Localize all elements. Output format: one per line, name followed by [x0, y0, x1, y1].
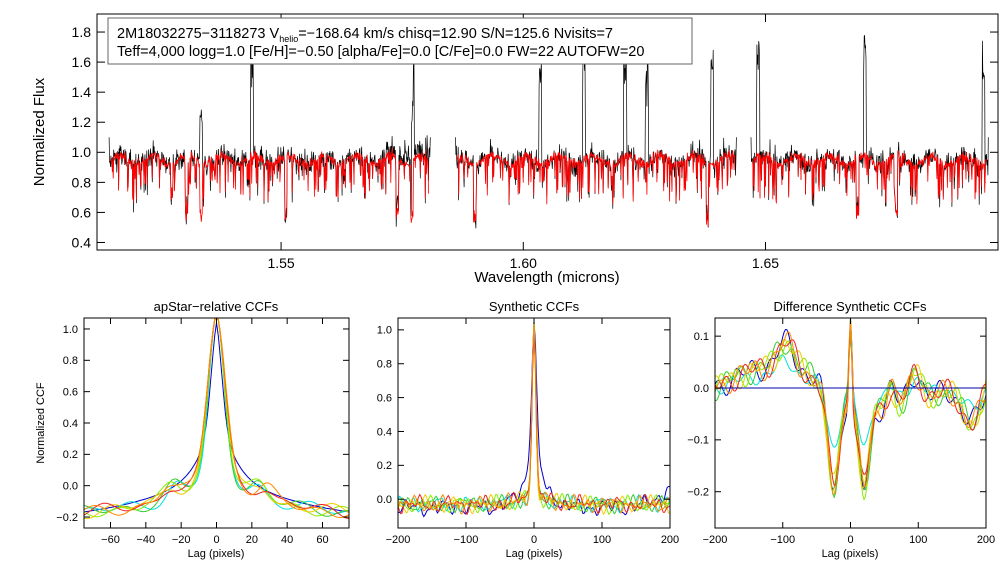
- model-spectrum-line: [456, 149, 735, 227]
- ytick-label: 0.8: [63, 355, 78, 367]
- xtick-label: 0: [847, 534, 853, 546]
- spectrum-panel: 1.55 1.60 1.65 0.4 0.6 0.8 1.0 1.2 1.4 1.6 1.8 2M1…: [31, 13, 999, 286]
- ytick-label: 0.2: [377, 460, 392, 472]
- aprel-ccf-panel: apStar−relative CCFs −60 −40 −20 0 20 40 60 −0.…: [35, 299, 350, 560]
- spectrum-ticks: 1.55 1.60 1.65 0.4 0.6 0.8 1.0 1.2 1.4 1.6 1.8: [72, 14, 998, 271]
- xtick-label: 0: [213, 534, 219, 546]
- synth-axes-frame: [397, 317, 671, 529]
- ccf-series-5: [83, 317, 350, 520]
- aprel-xlabel: Lag (pixels): [188, 548, 245, 560]
- aprel-ccf-lines: [83, 317, 350, 520]
- header-box: [107, 17, 693, 65]
- synth-ticks: −200 −100 0 100 200 0.0 0.2 0.4 0.6 0.8 1.0: [377, 318, 679, 546]
- xtick-label: 60: [316, 534, 328, 546]
- xtick-label: 100: [909, 534, 927, 546]
- xtick-label: −200: [703, 534, 728, 546]
- xtick-label: 40: [281, 534, 293, 546]
- xtick-label: −100: [454, 534, 479, 546]
- synthetic-ccf-panel: Synthetic CCFs −200 −100 0 100 200 0.0 0.2 0.4 0…: [377, 299, 679, 560]
- model-spectrum-line: [110, 147, 429, 223]
- header-line2: Teff=4,000 logg=1.0 [Fe/H]=−0.50 [alpha/…: [117, 44, 644, 60]
- spectrum-ylabel: Normalized Flux: [31, 77, 48, 186]
- ytick-label: −0.1: [687, 435, 709, 447]
- header-line1: 2M18032275−3118273 Vhelio=−168.64 km/s c…: [117, 26, 613, 44]
- diff-title: Difference Synthetic CCFs: [774, 299, 927, 314]
- ccf-series-7: [397, 324, 671, 515]
- ccf-series-3: [714, 318, 987, 499]
- ytick-label: 0.6: [72, 204, 92, 220]
- xtick-label: 1.60: [510, 255, 537, 271]
- ccf-series-6: [83, 317, 350, 520]
- ytick-label: 1.2: [72, 114, 92, 130]
- xtick-label: 20: [246, 534, 258, 546]
- xtick-label: 200: [977, 534, 995, 546]
- aprel-ylabel: Normalized CCF: [35, 382, 47, 464]
- ccf-series-2: [397, 321, 671, 514]
- ccf-series-1: [397, 321, 670, 518]
- ccf-series-1: [83, 322, 350, 513]
- ccf-series-7: [83, 317, 350, 519]
- ytick-label: 1.6: [72, 54, 92, 70]
- ytick-label: 0.8: [377, 359, 392, 371]
- ytick-label: 1.4: [72, 84, 92, 100]
- ytick-label: 0.8: [72, 174, 92, 190]
- ccf-series-2: [83, 317, 350, 514]
- xtick-label: 1.55: [267, 255, 294, 271]
- ytick-label: 0.6: [377, 392, 392, 404]
- observed-spectrum-line: [455, 36, 737, 229]
- diff-xlabel: Lag (pixels): [822, 548, 879, 560]
- xtick-label: 0: [531, 534, 537, 546]
- synth-ccf-lines: [397, 320, 671, 518]
- xtick-label: −20: [172, 534, 191, 546]
- ytick-label: 1.0: [63, 324, 78, 336]
- synth-xlabel: Lag (pixels): [506, 548, 563, 560]
- ytick-label: 0.4: [72, 234, 92, 250]
- ytick-label: 0.1: [694, 331, 709, 343]
- ytick-label: 0.2: [63, 449, 78, 461]
- xtick-label: −100: [770, 534, 795, 546]
- diff-axes-frame: [714, 317, 987, 529]
- ytick-label: −0.2: [687, 487, 709, 499]
- ccf-series-6: [397, 332, 671, 515]
- synth-title: Synthetic CCFs: [489, 299, 580, 314]
- ytick-label: 0.6: [63, 387, 78, 399]
- ccf-series-4: [397, 320, 671, 516]
- ytick-label: 0.0: [377, 494, 392, 506]
- ytick-label: 0.4: [377, 426, 392, 438]
- diff-ticks: −200 −100 0 100 200 −0.2 −0.1 0.0 0.1: [687, 318, 995, 546]
- spectrum-xlabel: Wavelength (microns): [474, 269, 619, 286]
- ccf-series-7: [714, 323, 987, 495]
- aprel-title: apStar−relative CCFs: [154, 299, 279, 314]
- xtick-label: −40: [136, 534, 155, 546]
- xtick-label: 200: [661, 534, 679, 546]
- spectrum-axes-frame: [96, 13, 999, 251]
- aprel-ticks: −60 −40 −20 0 20 40 60 −0.2 0.0 0.2 0.4 0.6 0.8 1.0: [56, 318, 349, 546]
- ytick-label: −0.2: [56, 512, 78, 524]
- ytick-label: 1.0: [377, 325, 392, 337]
- ytick-label: 1.8: [72, 24, 92, 40]
- spectrum-lines: [108, 35, 989, 229]
- aprel-axes-frame: [83, 317, 350, 529]
- ccf-series-4: [83, 317, 350, 518]
- ccf-series-3: [83, 317, 350, 517]
- model-spectrum-line: [752, 150, 987, 219]
- xtick-label: 1.65: [752, 255, 779, 271]
- diff-ccf-lines: [714, 318, 987, 501]
- observed-spectrum-line: [108, 39, 431, 227]
- xtick-label: −200: [386, 534, 411, 546]
- difference-ccf-panel: Difference Synthetic CCFs −200 −100 0 100 20…: [687, 299, 995, 560]
- ccf-series-5: [397, 324, 671, 516]
- ytick-label: 0.4: [63, 418, 78, 430]
- ccf-series-3: [397, 327, 671, 515]
- ccf-series-6: [714, 320, 987, 486]
- ytick-label: 1.0: [72, 144, 92, 160]
- ytick-label: 0.0: [63, 481, 78, 493]
- ccf-series-4: [714, 318, 987, 501]
- xtick-label: −60: [101, 534, 120, 546]
- xtick-label: 100: [593, 534, 611, 546]
- observed-spectrum-line: [750, 35, 989, 219]
- ytick-label: 0.0: [694, 383, 709, 395]
